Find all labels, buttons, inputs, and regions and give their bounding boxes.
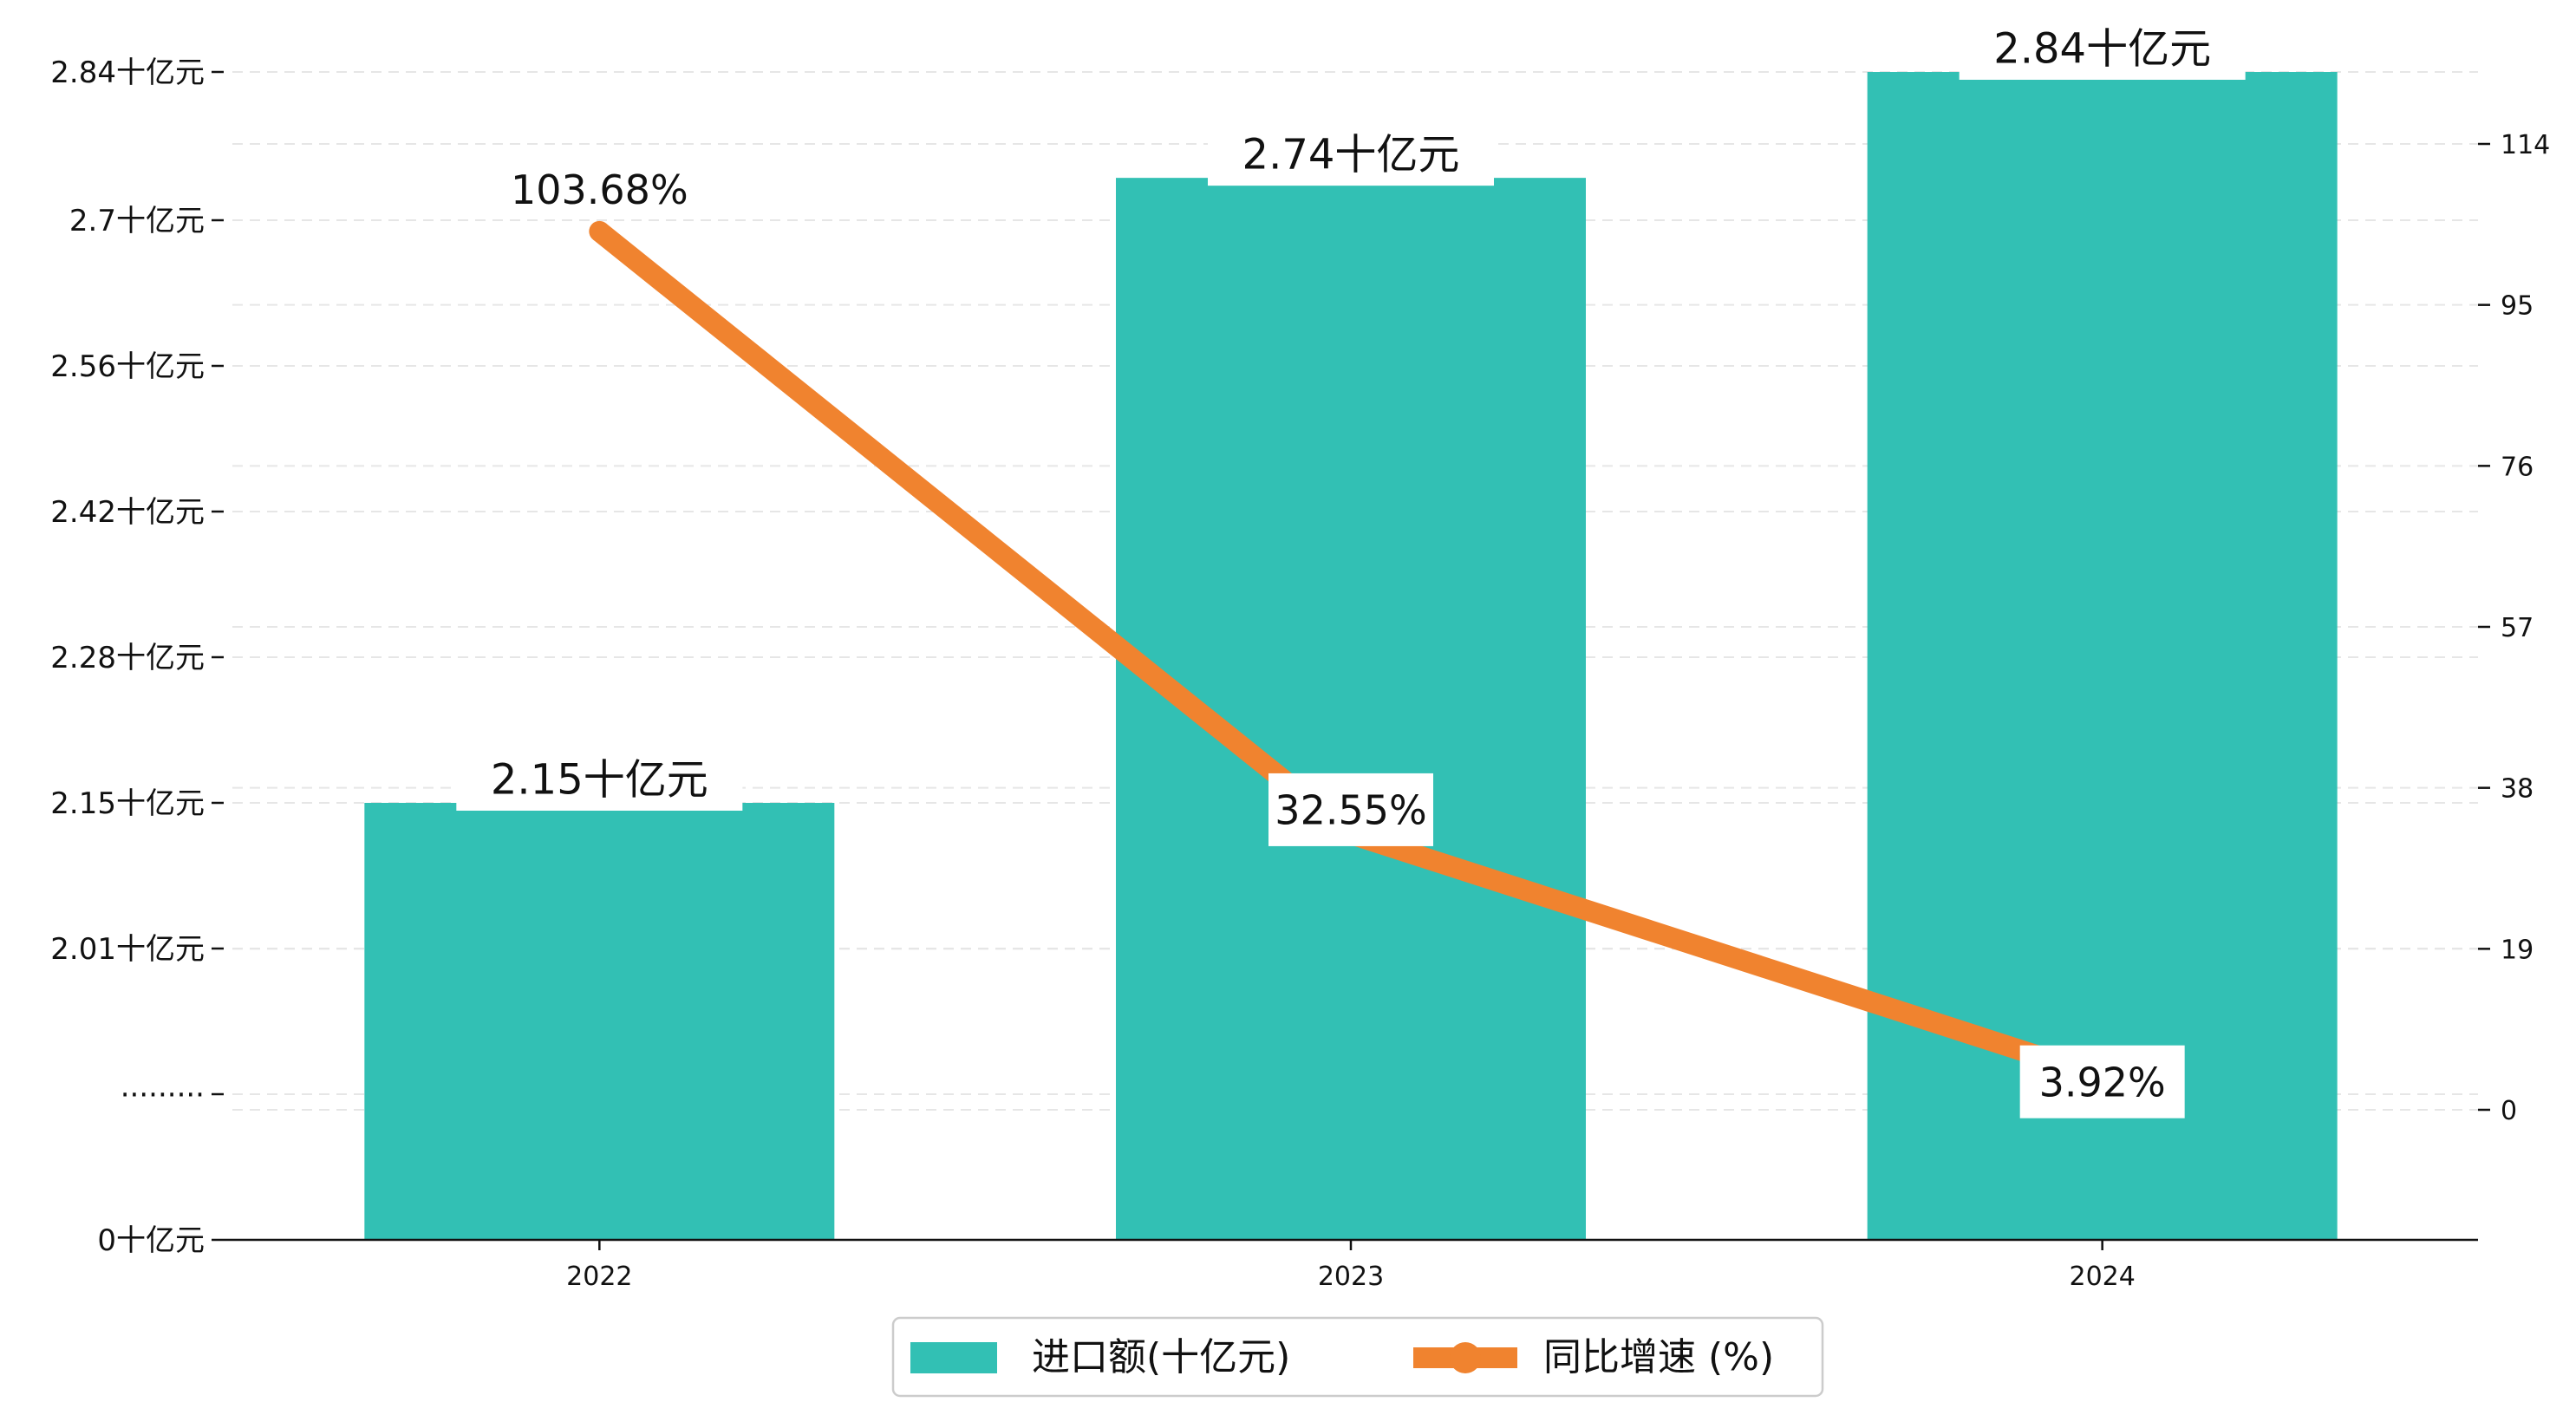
y-left-tick-label-7: 2.7十亿元 <box>69 204 205 238</box>
bar-2024 <box>1867 72 2338 1240</box>
bar-value-label-2024-box <box>1959 16 2246 80</box>
legend-label-line: 同比增速 (%) <box>1543 1335 1774 1379</box>
y-right-tick-label-6: 114 <box>2501 130 2550 160</box>
y-right-tick-label-0: 0 <box>2501 1096 2517 1126</box>
axes: 2022 2023 2024 0十亿元 ········· 2.01十亿元 2.15十亿元 2… <box>50 55 2550 1292</box>
y-left-tick-label-6: 2.56十亿元 <box>50 349 205 384</box>
bar-value-label-2022: 2.15十亿元 <box>491 755 708 804</box>
legend: 进口额(十亿元) 同比增速 (%) <box>891 1316 1824 1398</box>
y-left-tick-label-1: ········· <box>121 1078 205 1112</box>
bar-value-label-2022-box <box>456 747 743 811</box>
y-right-tick-label-4: 76 <box>2501 452 2534 482</box>
x-tick-label-2024: 2024 <box>2069 1262 2135 1292</box>
bars <box>364 72 2338 1241</box>
legend-swatch-line-marker <box>1450 1342 1481 1373</box>
y-right-tick-label-1: 19 <box>2501 935 2534 965</box>
bar-value-label-2023-box <box>1208 121 1494 186</box>
growth-value-label-2022: 103.68% <box>511 166 688 213</box>
y-right-tick-label-5: 95 <box>2501 291 2534 322</box>
y-left-tick-label-8: 2.84十亿元 <box>50 55 205 90</box>
bar-2022 <box>364 803 835 1240</box>
y-left-tick-label-4: 2.28十亿元 <box>50 641 205 675</box>
legend-box <box>891 1316 1824 1398</box>
y-left-tick-label-0: 0十亿元 <box>97 1223 205 1258</box>
growth-value-label-2023-box <box>1268 773 1433 846</box>
bar-value-label-2024: 2.84十亿元 <box>1993 24 2211 73</box>
bar-value-label-2023: 2.74十亿元 <box>1242 130 1460 179</box>
growth-point-2022 <box>589 220 610 242</box>
y-left-tick-label-3: 2.15十亿元 <box>50 786 205 821</box>
growth-value-label-2024-box <box>2019 1045 2185 1118</box>
legend-label-bars: 进口额(十亿元) <box>1032 1335 1290 1379</box>
y-right-tick-label-2: 38 <box>2501 774 2534 805</box>
x-tick-label-2022: 2022 <box>566 1262 632 1292</box>
growth-value-label-2024: 3.92% <box>2039 1059 2166 1105</box>
legend-swatch-bars <box>910 1342 997 1373</box>
y-right-tick-label-3: 57 <box>2501 613 2534 643</box>
y-left-tick-label-2: 2.01十亿元 <box>50 932 205 967</box>
data-labels: 2.15十亿元 2.74十亿元 2.84十亿元 103.68% 32.55% 3.92% <box>456 16 2246 1118</box>
growth-value-label-2023: 32.55% <box>1275 786 1426 833</box>
y-left-tick-label-5: 2.42十亿元 <box>50 495 205 530</box>
x-tick-label-2023: 2023 <box>1318 1262 1384 1292</box>
